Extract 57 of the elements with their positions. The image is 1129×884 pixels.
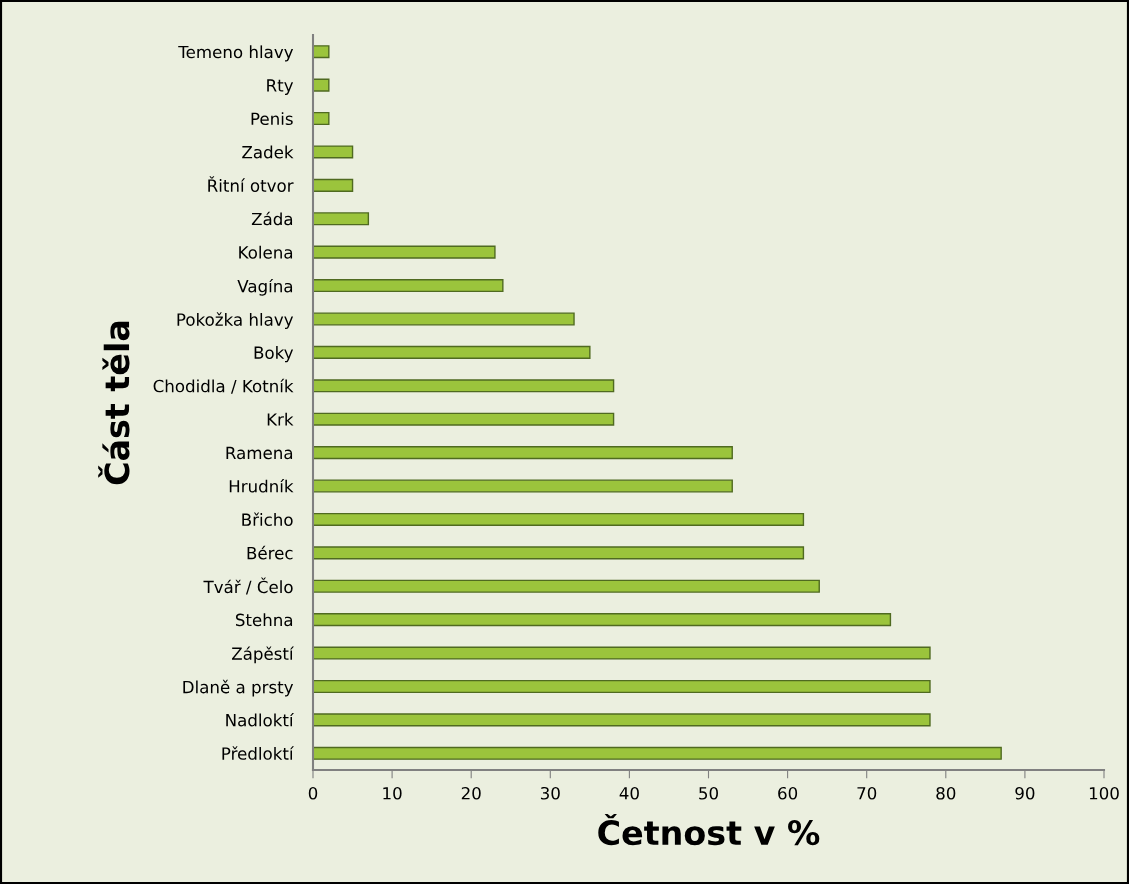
bar [313,412,615,426]
bar [313,746,1002,760]
x-tick-label: 100 [1089,786,1119,800]
bar [313,145,354,159]
y-tick-label: Ramena [226,446,293,460]
x-tick-label: 30 [540,786,560,800]
bar [313,579,820,593]
bar [313,178,354,192]
bar [313,613,892,627]
y-tick-label: Vagína [237,278,293,296]
bar [313,279,504,293]
y-tick-label: Bérec [247,545,293,560]
x-tick-label: 50 [699,786,718,800]
x-tick-label: 10 [383,786,402,800]
y-tick-label: Temeno hlavy [178,45,294,62]
y-tick-label: Chodidla / Kotník [153,378,294,394]
bar [313,512,805,526]
bar [313,45,330,59]
x-tick-label: 40 [619,786,639,800]
y-tick-label: Záda [251,211,293,226]
y-tick-label: Břicho [242,512,293,526]
bar [313,679,931,694]
y-tick-label: Zápěstí [231,646,294,664]
bar [313,345,591,359]
y-tick-label: Pokožka hlavy [177,312,294,330]
bar [313,646,931,660]
bar [313,212,370,226]
y-axis-title: Část těla [98,321,130,485]
y-tick-label: Předloktí [222,746,294,760]
y-tick-label: Hrudník [229,479,294,493]
bar [313,446,733,460]
x-tick-label: 0 [308,786,318,800]
bar [313,111,330,126]
y-tick-label: Nadloktí [226,712,294,727]
x-tick-label: 80 [936,786,956,800]
y-tick-label: Stehna [235,613,293,627]
x-tick-label: 90 [1015,786,1035,800]
x-axis-title: Četnost v % [598,813,820,846]
y-tick-label: Tvář / Čelo [203,577,293,595]
x-tick-label: 60 [778,786,798,800]
y-tick-label: Krk [267,412,294,426]
bar [313,245,496,259]
y-tick-label: Boky [254,346,294,363]
y-tick-label: Řitní otvor [208,176,294,192]
bar [313,713,931,727]
bar [313,546,805,560]
bar [313,312,575,326]
x-tick-label: 70 [857,786,877,800]
y-tick-label: Penis [251,112,293,126]
bar [313,78,330,92]
y-tick-label: Rty [267,79,294,95]
x-tick-label: 20 [461,786,481,800]
y-tick-label: Dlaně a prsty [183,679,294,697]
y-tick-label: Zadek [242,145,294,159]
bar [313,379,615,393]
bar [313,479,733,493]
y-tick-label: Kolena [239,245,293,259]
